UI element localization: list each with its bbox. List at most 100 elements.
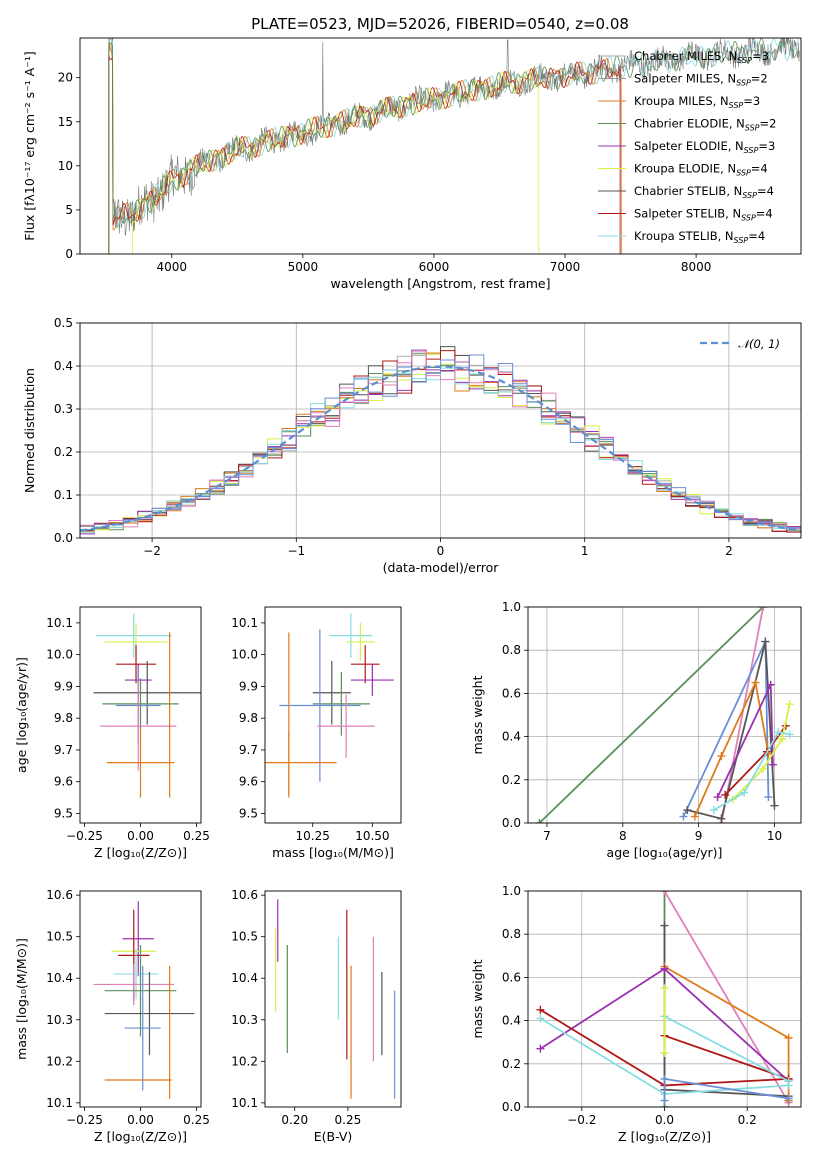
weight-line [687, 641, 776, 820]
weight-marker [761, 637, 770, 646]
weight-marker [759, 607, 768, 611]
legend-label: Salpeter ELODIE, NSSP=3 [634, 139, 775, 155]
y-tick-label: 10.1 [46, 1096, 73, 1110]
y-tick-label: 10.1 [231, 1096, 258, 1110]
y-tick-label: 1.0 [502, 600, 521, 614]
panel-Z_vs_mass_weight: −0.2 0.0 0.2 0.0 0.2 0.4 0.6 0.8 1.0 Z [log₁₀(Z/Z… [470, 884, 802, 1144]
histogram-step [80, 367, 801, 533]
x-axis-label: (data-model)/error [383, 560, 500, 575]
weight-marker [536, 1014, 545, 1023]
y-tick-label: 10.0 [231, 648, 258, 662]
weight-line [663, 925, 790, 1101]
weight-marker [713, 793, 722, 802]
y-tick-label: 9.5 [239, 806, 258, 820]
model-spectrum [131, 69, 540, 254]
weight-marker [785, 700, 794, 709]
weight-marker [784, 1077, 793, 1086]
weight-marker [660, 1074, 669, 1083]
weight-marker [770, 801, 779, 810]
legend-label: 𝒩(0, 1) [738, 337, 780, 351]
legend-label: Chabrier STELIB, NSSP=4 [634, 184, 774, 200]
y-tick-label: 10.2 [46, 1054, 73, 1068]
y-tick-label: 10.4 [46, 971, 73, 985]
weight-marker [660, 1049, 669, 1057]
weight-marker [774, 728, 783, 737]
y-tick-label: 0 [65, 247, 73, 261]
x-tick-label: 10.50 [355, 829, 389, 843]
weight-marker [660, 964, 669, 973]
weight-line [664, 1034, 789, 1080]
axes-frame [264, 890, 402, 1108]
axes-frame [79, 606, 202, 824]
weight-line [732, 704, 791, 800]
y-axis-label: mass weight [470, 675, 485, 754]
y-tick-label: 0.0 [54, 531, 73, 545]
x-tick-label: −1 [287, 544, 305, 558]
x-axis-label: mass [log₁₀(M/M⊙)] [272, 845, 394, 860]
axes-frame [79, 890, 202, 1108]
y-tick-label: 0.0 [502, 1100, 521, 1114]
weight-marker [717, 814, 726, 823]
y-tick-label: 0.2 [502, 1057, 521, 1071]
x-tick-label: 7 [543, 829, 551, 843]
weight-marker [660, 891, 669, 895]
weight-line [538, 607, 764, 823]
y-tick-label: 9.5 [54, 806, 73, 820]
x-tick-label: 1 [581, 544, 589, 558]
weight-marker [784, 1094, 793, 1103]
x-axis-label: Z [log₁₀(Z/Z⊙)] [94, 1129, 187, 1144]
panel-mass_vs_age: 10.25 10.50 9.5 9.6 9.7 9.8 9.9 10.0 10.1 mass [l… [231, 606, 402, 860]
errorbars [93, 613, 201, 798]
model-spectrum [108, 38, 800, 254]
x-tick-label: 7000 [550, 260, 581, 274]
axes-frame [527, 890, 802, 1108]
y-tick-label: 0.5 [54, 316, 73, 330]
weight-marker [759, 765, 768, 773]
weight-line [693, 679, 770, 817]
y-tick-label: 10.1 [231, 616, 258, 630]
weight-marker [679, 812, 688, 821]
panel-residuals: −2 −1 0 1 2 0.0 0.1 0.2 0.3 0.4 0.5 (data-model)/er… [22, 316, 802, 575]
weight-marker [660, 984, 669, 993]
y-tick-label: 10.1 [46, 616, 73, 630]
y-tick-label: 20 [58, 71, 73, 85]
axes-frame [79, 37, 802, 255]
y-tick-label: 0.2 [54, 445, 73, 459]
x-tick-label: 0.00 [127, 1113, 154, 1127]
x-tick-label: 10 [767, 829, 782, 843]
axes-frame [264, 606, 402, 824]
weight-marker [766, 680, 775, 689]
y-tick-label: 0.0 [502, 816, 521, 830]
x-tick-label: 2 [725, 544, 733, 558]
y-tick-label: 9.8 [54, 711, 73, 725]
legend-label: Kroupa ELODIE, NSSP=4 [634, 162, 768, 178]
panel-spectrum: 4000 5000 6000 7000 8000 0 5 10 15 20 wavelength [… [22, 37, 802, 291]
axes-frame [79, 322, 802, 539]
legend-label: Chabrier ELODIE, NSSP=2 [634, 117, 776, 133]
model-spectrum [108, 38, 800, 254]
x-tick-label: 0.20 [281, 1113, 308, 1127]
y-tick-label: 10.3 [46, 1013, 73, 1027]
weight-marker [709, 806, 718, 815]
x-tick-label: 10.25 [296, 829, 330, 843]
weight-marker [785, 730, 794, 739]
y-tick-label: 10.5 [46, 930, 73, 944]
panel-age_vs_mass_weight: 7 8 9 10 0.0 0.2 0.4 0.6 0.8 1.0 age [log₁₀(age/yr… [470, 600, 802, 860]
legend-label: Salpeter MILES, NSSP=2 [634, 72, 768, 88]
y-tick-label: 10 [58, 159, 73, 173]
y-tick-label: 10.5 [231, 930, 258, 944]
weight-lines [536, 891, 793, 1107]
weight-marker [721, 790, 730, 799]
y-axis-label: Flux [fλ10⁻¹⁷ erg cm⁻² s⁻¹ A⁻¹] [22, 51, 37, 240]
spectrum-lines [108, 38, 800, 254]
x-tick-label: 0.25 [335, 1113, 362, 1127]
x-tick-label: 4000 [156, 260, 187, 274]
y-tick-label: 9.6 [54, 775, 73, 789]
weight-marker [740, 788, 749, 797]
y-tick-label: 10.6 [46, 888, 73, 902]
y-tick-label: 9.9 [54, 679, 73, 693]
y-tick-label: 0.6 [502, 970, 521, 984]
y-tick-label: 10.6 [231, 888, 258, 902]
histograms [80, 346, 801, 535]
